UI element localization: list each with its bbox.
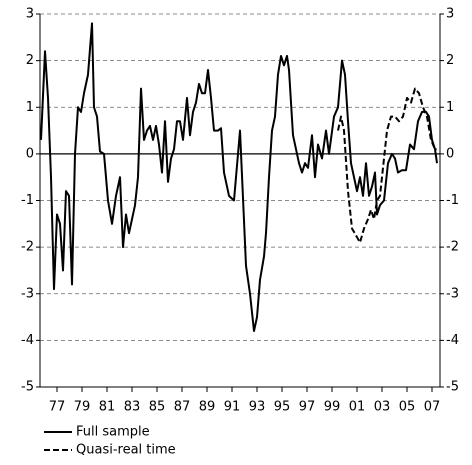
x-tick-label: 83 — [124, 400, 141, 415]
y2-tick-label: 3 — [446, 7, 454, 22]
y-tick-label: -1 — [21, 193, 34, 208]
y-tick-label: 1 — [26, 100, 34, 115]
y-tick-label: -4 — [21, 333, 34, 348]
x-tick-label: 95 — [274, 400, 291, 415]
y-tick-label: -5 — [21, 380, 34, 395]
legend-label: Full sample — [76, 425, 150, 440]
x-tick-label: 79 — [74, 400, 91, 415]
y-tick-label: 0 — [26, 146, 34, 161]
x-tick-label: 89 — [199, 400, 216, 415]
y2-tick-label: -5 — [446, 380, 459, 395]
x-tick-label: 81 — [99, 400, 116, 415]
legend-label: Quasi-real time — [76, 443, 176, 458]
line — [40, 22, 438, 333]
y-tick-label: -2 — [21, 240, 34, 255]
y2-tick-label: -3 — [446, 286, 459, 301]
y2-tick-label: -2 — [446, 240, 459, 255]
x-tick-label: 97 — [299, 400, 316, 415]
x-tick-label: 07 — [424, 400, 441, 415]
y-tick-label: 2 — [26, 53, 34, 68]
x-tick-label: 01 — [349, 400, 366, 415]
y2-tick-label: -1 — [446, 193, 459, 208]
x-tick-label: 87 — [174, 400, 191, 415]
x-tick-label: 85 — [149, 400, 166, 415]
x-tick-label: 91 — [224, 400, 241, 415]
y2-tick-label: 2 — [446, 53, 454, 68]
y-tick-label: 3 — [26, 7, 34, 22]
x-tick-label: 77 — [49, 400, 66, 415]
x-tick-label: 93 — [249, 400, 266, 415]
x-tick-label: 05 — [399, 400, 416, 415]
line — [337, 87, 437, 244]
x-tick-label: 99 — [324, 400, 341, 415]
y2-tick-label: 1 — [446, 100, 454, 115]
y2-tick-label: 0 — [446, 146, 454, 161]
x-tick-label: 03 — [374, 400, 391, 415]
y-tick-label: -3 — [21, 286, 34, 301]
y2-tick-label: -4 — [446, 333, 459, 348]
